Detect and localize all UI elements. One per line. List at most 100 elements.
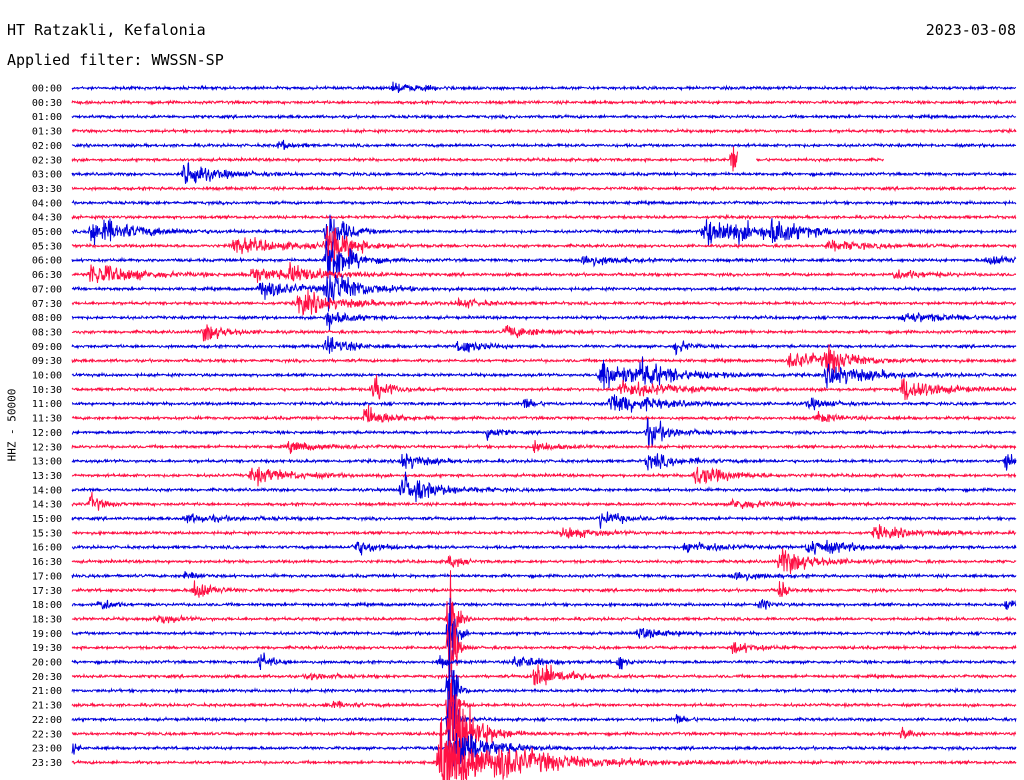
time-tick-label: 21:00 xyxy=(32,686,62,697)
trace-line xyxy=(71,81,1017,93)
trace-line xyxy=(71,418,1017,448)
trace-line xyxy=(71,664,1017,686)
trace-line xyxy=(71,615,1017,738)
time-tick-label: 22:30 xyxy=(32,729,62,740)
record-date: 2023-03-08 xyxy=(925,21,1016,39)
time-tick-label: 16:30 xyxy=(32,557,62,568)
trace-line xyxy=(71,491,1016,511)
time-tick-label: 05:00 xyxy=(32,227,62,238)
trace-line xyxy=(71,214,1017,252)
time-tick-label: 12:00 xyxy=(32,428,62,439)
time-tick-label: 03:00 xyxy=(32,170,62,181)
time-tick-labels: 00:00 00:30 01:00 01:30 02:00 02:30 03:00 03:30… xyxy=(32,84,62,769)
trace-line xyxy=(71,571,1017,582)
station-title: HT Ratzakli, Kefalonia xyxy=(7,21,206,39)
trace-line xyxy=(71,289,1017,316)
trace-line xyxy=(71,729,1017,771)
time-tick-label: 20:30 xyxy=(32,672,62,683)
time-tick-label: 01:30 xyxy=(32,127,62,138)
filter-label: Applied filter: WWSSN-SP xyxy=(7,51,224,69)
time-tick-label: 06:30 xyxy=(32,270,62,281)
trace-line xyxy=(71,261,1017,284)
trace-line xyxy=(71,185,1017,192)
time-tick-label: 23:00 xyxy=(32,744,62,755)
time-tick-label: 23:30 xyxy=(32,758,62,769)
time-tick-label: 02:30 xyxy=(32,155,62,166)
trace-line xyxy=(71,691,1017,751)
time-tick-label: 10:30 xyxy=(32,385,62,396)
time-tick-label: 09:30 xyxy=(32,356,62,367)
time-tick-label: 11:30 xyxy=(32,414,62,425)
time-tick-label: 01:00 xyxy=(32,112,62,123)
time-tick-label: 17:00 xyxy=(32,571,62,582)
time-tick-label: 13:30 xyxy=(32,471,62,482)
time-tick-label: 20:00 xyxy=(32,658,62,669)
trace-line xyxy=(71,570,1017,648)
trace-line xyxy=(71,539,1017,556)
time-tick-label: 11:00 xyxy=(32,399,62,410)
time-tick-label: 07:00 xyxy=(32,284,62,295)
time-tick-label: 07:30 xyxy=(32,299,62,310)
trace-line xyxy=(71,599,1017,610)
time-tick-label: 06:00 xyxy=(32,256,62,267)
time-tick-label: 19:30 xyxy=(32,643,62,654)
trace-line xyxy=(71,621,1017,689)
trace-line xyxy=(71,652,1017,671)
time-tick-label: 08:30 xyxy=(32,327,62,338)
time-tick-label: 16:00 xyxy=(32,543,62,554)
time-tick-label: 15:30 xyxy=(32,528,62,539)
trace-line xyxy=(71,139,1017,150)
seismic-traces xyxy=(71,81,1017,780)
time-tick-label: 19:00 xyxy=(32,629,62,640)
time-tick-label: 08:00 xyxy=(32,313,62,324)
time-tick-label: 15:00 xyxy=(32,514,62,525)
trace-line xyxy=(71,374,1017,401)
trace-line xyxy=(71,335,1017,356)
trace-line xyxy=(71,678,1017,779)
trace-line xyxy=(71,146,884,172)
trace-line xyxy=(71,311,1017,331)
time-tick-label: 12:30 xyxy=(32,442,62,453)
time-tick-label: 18:30 xyxy=(32,614,62,625)
time-tick-label: 18:00 xyxy=(32,600,62,611)
time-tick-label: 13:00 xyxy=(32,457,62,468)
trace-line xyxy=(71,452,1017,471)
trace-line xyxy=(71,524,1017,540)
time-tick-label: 17:30 xyxy=(32,586,62,597)
trace-line xyxy=(71,471,1017,503)
trace-line xyxy=(71,440,1017,454)
trace-line xyxy=(71,274,1017,312)
trace-line xyxy=(71,344,1017,377)
trace-line xyxy=(71,511,1017,529)
trace-line xyxy=(71,356,1017,390)
time-tick-label: 02:00 xyxy=(32,141,62,152)
trace-line xyxy=(71,213,1017,221)
trace-line xyxy=(71,324,1016,342)
time-tick-label: 14:30 xyxy=(32,500,62,511)
time-tick-label: 04:00 xyxy=(32,198,62,209)
trace-line xyxy=(71,199,1017,207)
trace-line xyxy=(71,597,1017,657)
time-tick-label: 00:00 xyxy=(32,84,62,95)
trace-line xyxy=(71,99,1017,106)
time-tick-label: 09:00 xyxy=(32,342,62,353)
trace-line xyxy=(71,717,1017,780)
time-tick-label: 00:30 xyxy=(32,98,62,109)
time-tick-label: 22:00 xyxy=(32,715,62,726)
time-tick-label: 04:30 xyxy=(32,213,62,224)
trace-line xyxy=(71,113,1017,121)
time-tick-label: 14:00 xyxy=(32,485,62,496)
time-tick-label: 03:30 xyxy=(32,184,62,195)
trace-line xyxy=(71,394,1017,413)
trace-line xyxy=(71,685,1017,741)
time-tick-label: 21:30 xyxy=(32,701,62,712)
trace-line xyxy=(71,580,1017,598)
trace-line xyxy=(71,466,1017,487)
trace-line xyxy=(71,241,1017,278)
trace-line xyxy=(71,162,1017,184)
trace-line xyxy=(71,404,1017,423)
trace-line xyxy=(72,127,1017,135)
time-tick-label: 05:30 xyxy=(32,241,62,252)
trace-line xyxy=(71,226,1017,267)
